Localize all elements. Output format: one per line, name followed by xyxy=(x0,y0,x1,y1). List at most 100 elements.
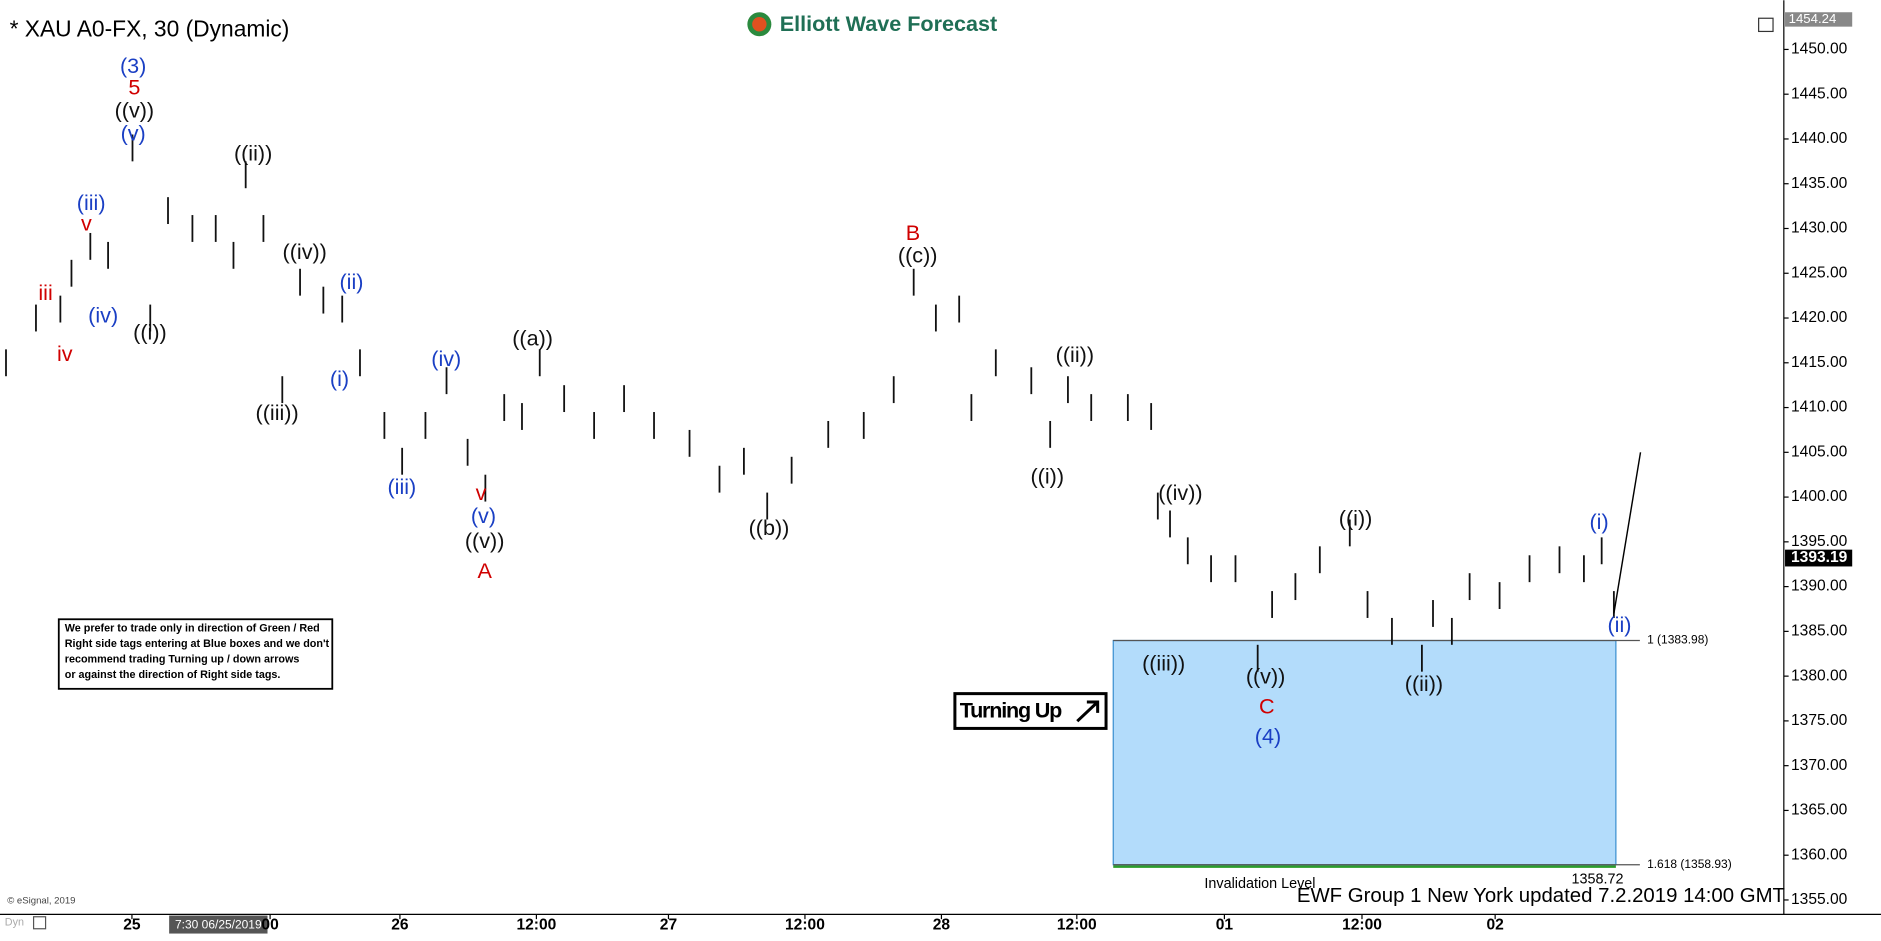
wave-label: ((b)) xyxy=(749,515,790,540)
wave-label: (ii) xyxy=(340,269,364,294)
fib-label: 1 (1383.98) xyxy=(1647,633,1708,647)
badge-frame xyxy=(953,692,1108,730)
note-line: or against the direction of Right side t… xyxy=(65,669,281,681)
y-tick-label: 1430.00 xyxy=(1791,220,1848,237)
wave-label: ((v)) xyxy=(1246,664,1286,689)
wave-label: ((iv)) xyxy=(1158,480,1202,505)
window-button[interactable] xyxy=(1758,17,1774,33)
wave-label: (iii) xyxy=(387,474,416,499)
wave-label: ((v)) xyxy=(465,528,505,553)
y-tick-label: 1440.00 xyxy=(1791,130,1848,147)
y-tick-label: 1410.00 xyxy=(1791,399,1848,416)
y-tick-label: 1360.00 xyxy=(1791,846,1848,863)
wave-label: (i) xyxy=(1590,509,1609,534)
brand-logo: Elliott Wave Forecast xyxy=(747,11,997,37)
y-tick-label: 1445.00 xyxy=(1791,85,1848,102)
last-price-tag xyxy=(1785,549,1853,567)
x-tick-label: 12:00 xyxy=(785,916,825,933)
wave-label: ((iv)) xyxy=(283,239,327,264)
x-tick-label: 26 xyxy=(391,916,409,933)
x-tick-label: 01 xyxy=(1216,916,1234,933)
y-tick-label: 1450.00 xyxy=(1791,41,1848,58)
wave-label: (3) xyxy=(120,53,146,78)
x-tick-label: 00 xyxy=(261,916,279,933)
note-frame xyxy=(57,618,334,690)
y-tick-label: 1380.00 xyxy=(1791,667,1848,684)
wave-label: ((i)) xyxy=(1030,463,1064,488)
badge-text: Turning Up xyxy=(960,697,1062,722)
wave-label: ((i)) xyxy=(133,319,167,344)
x-tick-label: 28 xyxy=(933,916,951,933)
last-price-label: 1393.19 xyxy=(1791,549,1848,566)
footer: EWF Group 1 New York updated 7.2.2019 14… xyxy=(1297,885,1785,907)
wave-label: iv xyxy=(57,341,73,366)
wave-label: (iv) xyxy=(88,303,118,328)
y-tick-label: 1420.00 xyxy=(1791,309,1848,326)
x-tick-label: 27 xyxy=(660,916,677,933)
wave-label: ((ii)) xyxy=(234,141,272,166)
logo-icon-inner xyxy=(752,17,767,32)
y-tick-label: 1400.00 xyxy=(1791,488,1848,505)
x-tick-label: 12:00 xyxy=(1342,916,1382,933)
wave-label: 5 xyxy=(128,75,140,100)
wave-label: iii xyxy=(38,280,52,305)
wave-label: ((iii)) xyxy=(256,400,299,425)
wave-label: (i) xyxy=(330,366,349,391)
corner-text: Dyn xyxy=(5,917,24,929)
copyright: © eSignal, 2019 xyxy=(7,896,75,907)
y-tick-label: 1435.00 xyxy=(1791,175,1848,192)
y-tick-label: 1355.00 xyxy=(1791,891,1848,908)
wave-label: ((a)) xyxy=(512,325,553,350)
wave-label: (ii) xyxy=(1607,612,1631,637)
wave-label: (iii) xyxy=(77,190,106,215)
brand-name: Elliott Wave Forecast xyxy=(780,11,997,36)
wave-label: ((i)) xyxy=(1339,505,1373,530)
y-tick-label: 1405.00 xyxy=(1791,443,1848,460)
top-price-label: 1454.24 xyxy=(1789,11,1837,26)
wave-label: ((ii)) xyxy=(1405,671,1443,696)
x-tick-label: 12:00 xyxy=(516,916,556,933)
y-tick-label: 1375.00 xyxy=(1791,712,1848,729)
wave-label: (v) xyxy=(471,503,496,528)
note-line: Right side tags entering at Blue boxes a… xyxy=(65,638,330,650)
x-tick-label: 02 xyxy=(1486,916,1504,933)
note-line: recommend trading Turning up / down arro… xyxy=(65,653,300,665)
note-line: We prefer to trade only in direction of … xyxy=(65,623,320,635)
note-box: We prefer to trade only in direction of … xyxy=(57,618,334,690)
wave-label: (4) xyxy=(1255,724,1281,749)
wave-label: ((c)) xyxy=(898,243,938,268)
y-tick-label: 1395.00 xyxy=(1791,533,1848,550)
invalidation-label: Invalidation Level xyxy=(1204,876,1315,892)
wave-label: (iv) xyxy=(431,346,461,371)
projection-line xyxy=(1613,452,1642,614)
wave-label: v xyxy=(476,480,487,505)
turning-up-badge: Turning Up xyxy=(953,692,1108,730)
y-tick-label: 1365.00 xyxy=(1791,802,1848,819)
wave-label: ((ii)) xyxy=(1056,342,1094,367)
y-tick-label: 1415.00 xyxy=(1791,354,1848,371)
cursor-time-box xyxy=(169,915,268,934)
fib-label: 1.618 (1358.93) xyxy=(1647,857,1732,871)
top-price-tag xyxy=(1785,12,1853,27)
y-tick-label: 1370.00 xyxy=(1791,757,1848,774)
cursor-time: 7:30 06/25/2019 xyxy=(175,917,262,931)
chart-title: * XAU A0-FX, 30 (Dynamic) xyxy=(10,15,290,41)
x-tick-label: 25 xyxy=(123,916,141,933)
wave-label: ((v)) xyxy=(115,98,155,123)
y-tick-label: 1390.00 xyxy=(1791,578,1848,595)
wave-label: A xyxy=(477,558,492,583)
wave-label: (v) xyxy=(121,120,146,145)
wave-label: ((iii)) xyxy=(1142,651,1185,676)
wave-label: C xyxy=(1259,694,1275,719)
fib-box xyxy=(1112,639,1617,866)
wave-label: v xyxy=(81,210,92,235)
corner-button[interactable] xyxy=(32,916,47,930)
badge-arrow xyxy=(1076,700,1100,723)
x-tick-label: 12:00 xyxy=(1057,916,1097,933)
y-tick-label: 1385.00 xyxy=(1791,623,1848,640)
invalidation-value: 1358.72 xyxy=(1571,871,1623,887)
y-tick-label: 1425.00 xyxy=(1791,264,1848,281)
wave-label: B xyxy=(906,220,920,245)
